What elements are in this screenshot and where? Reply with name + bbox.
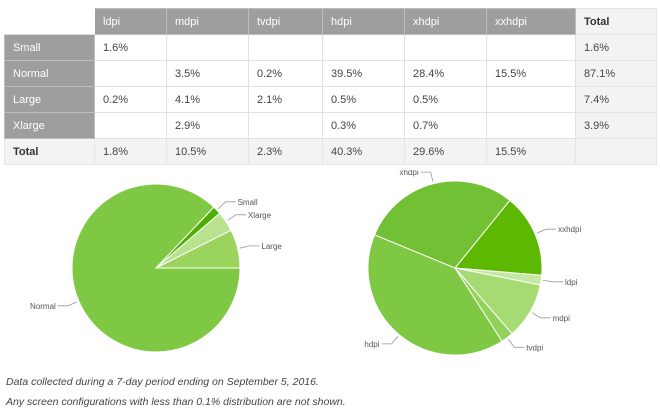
total-row: Total 1.8% 10.5% 2.3% 40.3% 29.6% 15.5%	[4, 138, 657, 165]
pie-slice-large	[155, 229, 241, 269]
pie-slice-hdpi	[367, 234, 503, 356]
leader-line-xhdpi	[420, 171, 434, 182]
table-row: Normal 3.5% 0.2% 39.5% 28.4% 15.5% 87.1%	[4, 60, 657, 87]
table-cell: 2.1%	[248, 86, 323, 113]
col-header-mdpi: mdpi	[166, 8, 249, 35]
footnotes: Data collected during a 7-day period end…	[6, 372, 346, 412]
col-header-total: Total	[575, 8, 657, 35]
table-cell: 15.5%	[486, 60, 576, 87]
table-cell: 3.5%	[166, 60, 249, 87]
table-row: Xlarge 2.9% 0.3% 0.7% 3.9%	[4, 112, 657, 139]
slice-label-mdpi: mdpi	[553, 314, 571, 323]
distribution-table: ldpi mdpi tvdpi hdpi xhdpi xxhdpi Total …	[4, 8, 657, 165]
row-label-total: Total	[4, 138, 95, 165]
table-cell: 0.2%	[94, 86, 167, 113]
table-cell	[486, 86, 576, 113]
screen-size-pie: Normal Small Xlarge Large	[30, 183, 282, 353]
table-cell: 10.5%	[166, 138, 249, 165]
table-cell	[248, 34, 323, 61]
table-cell: 1.6%	[94, 34, 167, 61]
col-header-tvdpi: tvdpi	[248, 8, 323, 35]
header-row: ldpi mdpi tvdpi hdpi xhdpi xxhdpi Total	[4, 8, 657, 35]
table-cell: 40.3%	[322, 138, 405, 165]
leader-line-large	[239, 245, 260, 249]
leader-line-normal	[57, 301, 78, 307]
table-cell: 0.7%	[404, 112, 487, 139]
col-header-xhdpi: xhdpi	[404, 8, 487, 35]
row-total-cell: 1.6%	[575, 34, 657, 61]
leader-line-xxhdpi	[536, 228, 557, 234]
corner-cell	[4, 8, 95, 35]
slice-label-xhdpi: xhdpi	[399, 170, 418, 177]
table-cell	[94, 60, 167, 87]
table-cell	[166, 34, 249, 61]
table-cell: 39.5%	[322, 60, 405, 87]
pie-slice-xxhdpi	[454, 199, 543, 276]
table-cell	[322, 34, 405, 61]
screen-density-pie: xxhdpi ldpi mdpi tvdpi hdpi xhdpi	[364, 170, 581, 356]
table-cell	[248, 112, 323, 139]
table-cell: 2.9%	[166, 112, 249, 139]
table-cell	[575, 138, 657, 165]
table-cell: 29.6%	[404, 138, 487, 165]
leader-line-small	[218, 201, 236, 209]
leader-line-xlarge	[227, 214, 246, 221]
leader-line-mdpi	[531, 312, 551, 319]
table-cell: 0.5%	[322, 86, 405, 113]
col-header-ldpi: ldpi	[94, 8, 167, 35]
pie-charts: Normal Small Xlarge Large xxhdpi ldpi mdpi tvd…	[30, 170, 581, 356]
row-label-small: Small	[4, 34, 95, 61]
slice-label-ldpi: ldpi	[565, 278, 578, 287]
slice-label-hdpi: hdpi	[364, 340, 379, 349]
leader-line-tvdpi	[507, 339, 525, 348]
row-total-cell: 3.9%	[575, 112, 657, 139]
row-label-large: Large	[4, 86, 95, 113]
table-row: Small 1.6% 1.6%	[4, 34, 657, 61]
leader-line-hdpi	[381, 336, 399, 345]
table-cell	[404, 34, 487, 61]
threshold-note: Any screen configurations with less than…	[6, 396, 346, 408]
slice-label-tvdpi: tvdpi	[526, 343, 543, 352]
leader-line-ldpi	[543, 280, 563, 283]
slice-label-small: Small	[238, 198, 258, 207]
col-header-hdpi: hdpi	[322, 8, 405, 35]
row-total-cell: 87.1%	[575, 60, 657, 87]
slice-label-large: Large	[261, 242, 282, 251]
pie-slice-xhdpi	[373, 180, 511, 269]
slice-label-normal: Normal	[30, 302, 56, 311]
table-cell	[486, 112, 576, 139]
table-cell	[94, 112, 167, 139]
table-cell: 1.8%	[94, 138, 167, 165]
table-cell: 0.2%	[248, 60, 323, 87]
slice-label-xlarge: Xlarge	[248, 211, 272, 220]
row-label-xlarge: Xlarge	[4, 112, 95, 139]
table-row: Large 0.2% 4.1% 2.1% 0.5% 0.5% 7.4%	[4, 86, 657, 113]
table-cell: 28.4%	[404, 60, 487, 87]
row-total-cell: 7.4%	[575, 86, 657, 113]
table-cell	[486, 34, 576, 61]
table-cell: 4.1%	[166, 86, 249, 113]
col-header-xxhdpi: xxhdpi	[486, 8, 576, 35]
table-cell: 0.3%	[322, 112, 405, 139]
row-label-normal: Normal	[4, 60, 95, 87]
table-cell: 15.5%	[486, 138, 576, 165]
table-cell: 2.3%	[248, 138, 323, 165]
slice-label-xxhdpi: xxhdpi	[558, 225, 581, 234]
collection-note: Data collected during a 7-day period end…	[6, 376, 319, 388]
table-cell: 0.5%	[404, 86, 487, 113]
